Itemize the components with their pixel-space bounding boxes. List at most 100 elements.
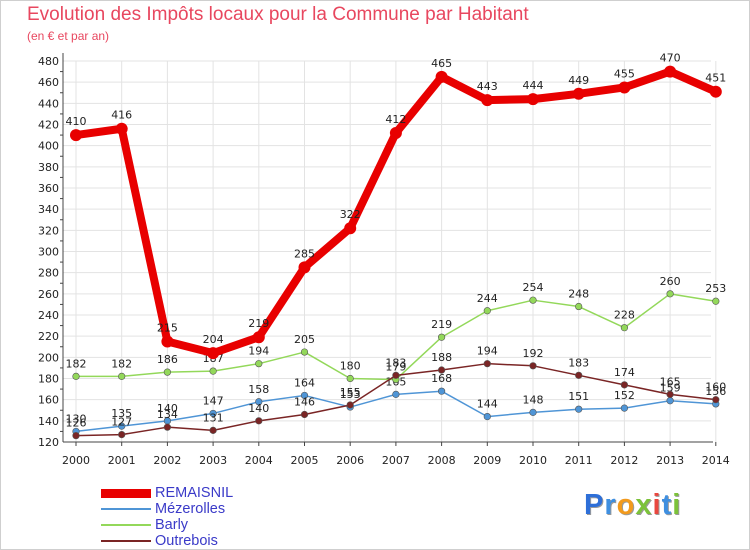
data-label-barly: 180 (340, 360, 361, 373)
data-point-barly (575, 302, 583, 311)
x-tick-label: 2010 (519, 454, 547, 467)
data-label-mezerolles: 158 (248, 383, 269, 396)
data-label-outrebois: 155 (340, 386, 361, 399)
data-label-outrebois: 188 (431, 351, 452, 364)
data-label-barly: 182 (66, 357, 87, 370)
x-tick-label: 2011 (565, 454, 593, 467)
data-label-outrebois: 194 (477, 345, 498, 358)
data-label-remaisnil: 470 (660, 52, 681, 65)
data-label-mezerolles: 153 (340, 388, 361, 401)
data-label-mezerolles: 135 (111, 407, 132, 420)
y-tick-label: 380 (38, 161, 59, 174)
data-point-remaisnil (298, 261, 311, 274)
data-label-mezerolles: 140 (157, 402, 178, 415)
x-tick-label: 2000 (62, 454, 90, 467)
data-label-barly: 260 (660, 275, 681, 288)
data-label-barly: 228 (614, 309, 635, 322)
y-tick-label: 140 (38, 415, 59, 428)
data-point-barly (712, 297, 720, 305)
legend-label: REMAISNIL (155, 485, 234, 501)
y-tick-label: 260 (38, 288, 59, 301)
data-point-barly (483, 307, 491, 315)
y-tick-label: 240 (38, 309, 59, 322)
data-point-remaisnil (344, 222, 357, 235)
data-point-outrebois (255, 417, 263, 425)
data-label-outrebois: 127 (111, 416, 132, 429)
data-point-mezerolles (529, 408, 537, 416)
legend-swatch (101, 508, 151, 510)
data-label-mezerolles: 156 (705, 385, 726, 398)
data-label-mezerolles: 148 (523, 393, 544, 406)
x-tick-label: 2006 (336, 454, 364, 467)
data-point-mezerolles (438, 387, 446, 395)
legend-swatch (101, 540, 151, 542)
data-label-barly: 194 (248, 345, 269, 358)
legend-swatch (101, 524, 151, 526)
data-point-remaisnil (207, 347, 220, 360)
data-point-outrebois (72, 432, 80, 440)
data-point-remaisnil (70, 129, 82, 142)
y-tick-label: 360 (38, 182, 59, 195)
y-tick-label: 320 (38, 224, 59, 237)
data-point-remaisnil (435, 70, 448, 83)
data-label-outrebois: 174 (614, 366, 635, 379)
data-point-barly (300, 348, 309, 356)
legend-item: Outrebois (101, 533, 233, 549)
data-point-outrebois (620, 381, 629, 389)
data-point-remaisnil (252, 331, 265, 344)
data-label-outrebois: 126 (66, 417, 87, 430)
data-point-barly (620, 324, 629, 332)
legend-swatch (101, 488, 151, 498)
legend-item: REMAISNIL (101, 485, 233, 501)
x-tick-label: 2001 (108, 454, 136, 467)
data-point-outrebois (346, 401, 354, 409)
data-point-remaisnil (618, 81, 631, 94)
data-point-mezerolles (483, 413, 491, 421)
data-label-outrebois: 146 (294, 395, 315, 408)
data-label-remaisnil: 465 (431, 57, 452, 70)
data-label-outrebois: 192 (523, 347, 544, 360)
data-point-barly (666, 290, 674, 298)
data-label-outrebois: 134 (157, 408, 178, 421)
data-point-barly (346, 374, 354, 383)
data-point-outrebois (483, 360, 491, 368)
data-label-remaisnil: 204 (203, 333, 224, 346)
data-point-barly (529, 296, 537, 304)
data-label-outrebois: 165 (660, 375, 681, 388)
data-label-barly: 248 (568, 288, 589, 301)
x-tick-label: 2004 (245, 454, 273, 467)
data-label-remaisnil: 412 (385, 113, 406, 126)
y-tick-label: 180 (38, 373, 59, 386)
data-point-mezerolles (255, 398, 263, 406)
data-label-remaisnil: 443 (477, 80, 498, 93)
data-label-mezerolles: 168 (431, 372, 452, 385)
data-label-barly: 186 (157, 353, 178, 366)
proxiti-logo: Proxiti (584, 489, 681, 522)
legend-label: Outrebois (155, 533, 218, 549)
data-label-remaisnil: 451 (705, 72, 726, 85)
y-tick-label: 120 (38, 436, 59, 449)
y-tick-label: 460 (38, 76, 59, 89)
data-label-mezerolles: 159 (660, 382, 681, 395)
logo-letter: i (652, 489, 662, 521)
data-label-outrebois: 183 (385, 356, 406, 369)
data-point-mezerolles (300, 391, 309, 400)
data-label-remaisnil: 410 (66, 115, 87, 128)
data-point-mezerolles (666, 397, 674, 405)
x-tick-label: 2003 (199, 454, 227, 467)
data-point-barly (209, 367, 217, 375)
y-tick-label: 200 (38, 351, 59, 364)
logo-letter: i (672, 489, 682, 521)
data-point-outrebois (392, 371, 400, 379)
legend-item: Barly (101, 517, 233, 533)
data-label-mezerolles: 147 (203, 394, 224, 407)
data-label-remaisnil: 285 (294, 247, 315, 260)
y-tick-label: 480 (38, 55, 59, 68)
y-tick-label: 340 (38, 203, 59, 216)
legend-label: Barly (155, 517, 189, 533)
data-point-remaisnil (572, 87, 585, 100)
data-label-barly: 254 (523, 281, 544, 294)
data-label-mezerolles: 130 (66, 412, 87, 425)
x-tick-label: 2002 (153, 454, 181, 467)
data-point-remaisnil (389, 126, 402, 139)
